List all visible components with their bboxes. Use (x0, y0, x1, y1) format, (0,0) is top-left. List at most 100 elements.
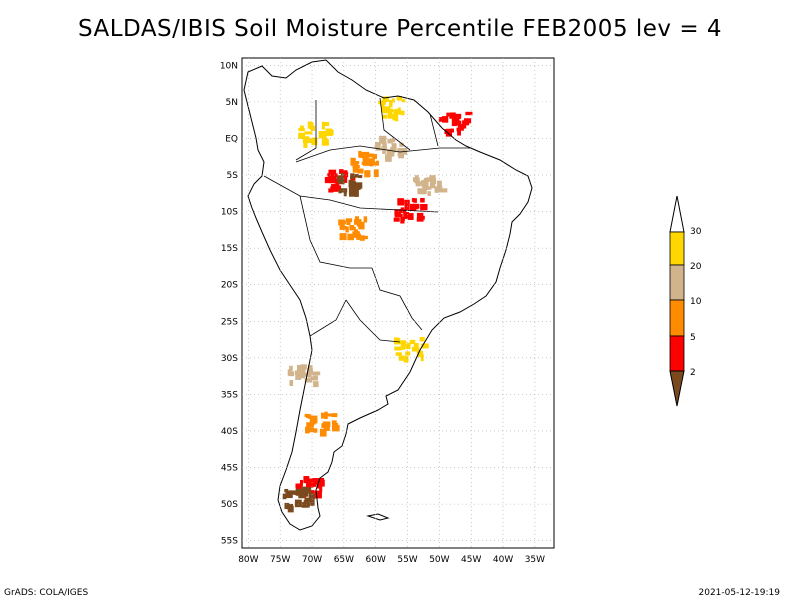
moisture-cell (298, 490, 305, 499)
moisture-cell (339, 222, 345, 230)
moisture-cell (425, 177, 433, 182)
moisture-cell (404, 199, 410, 204)
lon-tick-label: 50W (429, 555, 449, 565)
moisture-cell (374, 141, 382, 146)
moisture-cell (308, 493, 316, 500)
moisture-cell (436, 180, 442, 188)
moisture-cell (289, 365, 293, 371)
moisture-cell (350, 157, 356, 166)
moisture-cell (434, 186, 439, 193)
lat-tick-label: 55S (221, 537, 238, 547)
moisture-cell (451, 118, 458, 127)
country-borders (263, 97, 470, 343)
moisture-cell (295, 488, 302, 496)
lon-tick-label: 60W (366, 555, 386, 565)
moisture-cell (336, 175, 344, 182)
moisture-cell (349, 226, 356, 231)
moisture-cell (322, 133, 327, 141)
moisture-cell (352, 231, 360, 238)
moisture-cell (306, 368, 313, 374)
moisture-cell (324, 411, 328, 420)
lon-tick-label: 45W (461, 555, 481, 565)
moisture-cell (318, 130, 327, 139)
moisture-cell (391, 137, 396, 143)
moisture-patch (350, 150, 380, 178)
moisture-cell (465, 111, 473, 116)
moisture-cell (386, 106, 391, 111)
moisture-cell (300, 367, 306, 373)
moisture-cell (287, 505, 294, 513)
moisture-cell (303, 140, 308, 148)
moisture-cell (303, 500, 310, 506)
latitude-labels: 10N 5N EQ 5S 10S 15S 20S 25S 30S 35S 40S 45S 50S 55S (220, 61, 238, 546)
moisture-cell (416, 212, 424, 219)
moisture-cell (349, 191, 357, 197)
moisture-patch (282, 486, 316, 513)
lat-tick-label: 20S (221, 281, 238, 291)
moisture-cell (338, 189, 342, 194)
moisture-cell (313, 428, 318, 433)
moisture-patch (378, 96, 406, 122)
moisture-cell (345, 226, 349, 233)
moisture-cell (417, 353, 422, 357)
moisture-cell (422, 184, 426, 191)
moisture-cell (398, 355, 406, 361)
moisture-cell (304, 497, 312, 502)
moisture-cell (302, 136, 310, 144)
moisture-cell (306, 422, 314, 428)
moisture-cell (394, 213, 403, 218)
lat-tick-label: 10N (220, 61, 238, 71)
moisture-cell (382, 142, 387, 147)
moisture-patch (287, 364, 321, 388)
moisture-cell (404, 202, 409, 211)
lat-tick-label: 50S (221, 500, 238, 510)
moisture-cell (354, 182, 363, 189)
moisture-cell (285, 490, 293, 499)
moisture-cell (364, 170, 371, 178)
moisture-cell (372, 153, 377, 160)
moisture-cell (331, 184, 339, 192)
moisture-cell (339, 233, 347, 241)
moisture-cell (401, 110, 405, 116)
legend-label-20: 20 (690, 262, 702, 272)
moisture-cell (305, 478, 314, 483)
moisture-cell (374, 145, 380, 149)
moisture-patch (338, 216, 368, 241)
moisture-cell (446, 112, 450, 117)
moisture-cell (346, 221, 351, 226)
moisture-cell (321, 412, 326, 419)
moisture-cell (295, 373, 302, 378)
moisture-cell (296, 364, 302, 371)
moisture-cell (449, 112, 456, 119)
legend-bottom-arrow (669, 370, 685, 407)
moisture-cell (319, 485, 323, 493)
moisture-cell (420, 197, 425, 203)
moisture-cell (358, 221, 365, 230)
lon-tick-label: 70W (302, 555, 322, 565)
lat-tick-label: 30S (221, 354, 238, 364)
moisture-cell (345, 218, 353, 223)
moisture-cell (304, 131, 313, 135)
lon-tick-label: 80W (238, 555, 258, 565)
moisture-cell (415, 181, 423, 185)
moisture-cell (409, 203, 417, 211)
moisture-cell (416, 217, 424, 222)
moisture-cell (401, 147, 407, 153)
moisture-cell (445, 128, 453, 137)
moisture-cell (395, 338, 401, 344)
moisture-cell (427, 191, 431, 196)
lat-tick-label: 5N (226, 98, 238, 108)
moisture-cell (289, 380, 294, 386)
moisture-cell (389, 100, 393, 108)
legend-top-arrow (669, 195, 685, 233)
moisture-cell (382, 114, 388, 119)
moisture-cell (304, 487, 312, 493)
moisture-cell (397, 148, 403, 152)
moisture-cell (421, 180, 429, 187)
moisture-cell (361, 151, 370, 158)
moisture-cell (413, 343, 419, 348)
moisture-cell (429, 180, 436, 189)
moisture-cell (284, 502, 290, 510)
moisture-cell (391, 98, 395, 103)
